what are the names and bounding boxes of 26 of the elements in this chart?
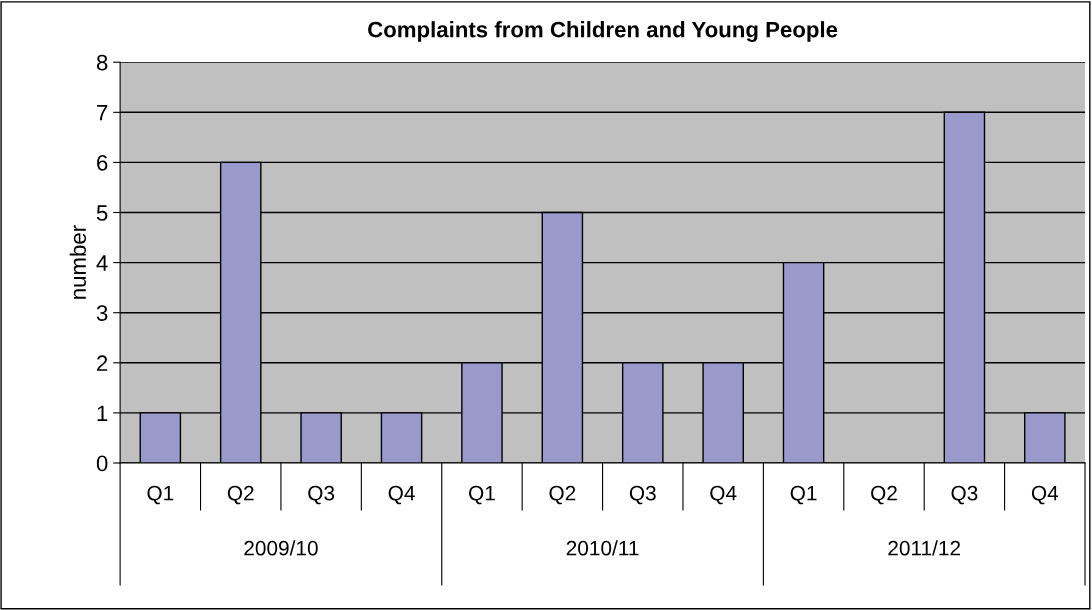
- text: 2009/10: [244, 540, 318, 556]
- x-tick-label: Q3: [308, 485, 335, 505]
- y-tick-label: 3: [96, 305, 108, 321]
- y-tick-label: 4: [96, 255, 108, 271]
- x-tick-label: Q3: [629, 485, 656, 505]
- y-tick-label: 1: [97, 405, 108, 421]
- y-tick-label: 5: [96, 205, 108, 221]
- x-tick-label: Q2: [227, 485, 254, 505]
- x-tick-label: Q4: [1031, 485, 1059, 505]
- x-tick-label: Q1: [469, 485, 495, 505]
- x-tick-label: Q2: [549, 485, 576, 505]
- y-tick-label: 6: [97, 154, 108, 171]
- y-axis-title: number: [69, 225, 87, 299]
- text: 2010/11: [566, 540, 639, 556]
- y-tick-label: 7: [97, 105, 108, 121]
- y-tick-label: 2: [97, 355, 108, 371]
- text: 2011/12: [888, 540, 961, 556]
- chart-title: Complaints from Children and Young People: [368, 21, 838, 42]
- x-tick-label: Q4: [710, 485, 737, 505]
- x-tick-label: Q4: [388, 485, 415, 505]
- x-tick-label: Q2: [871, 485, 897, 505]
- y-tick-label: 0: [96, 455, 108, 472]
- y-tick-label: 8: [96, 54, 108, 71]
- x-tick-label: Q1: [147, 485, 174, 505]
- x-tick-label: Q3: [951, 485, 978, 505]
- x-tick-label: Q1: [790, 485, 817, 505]
